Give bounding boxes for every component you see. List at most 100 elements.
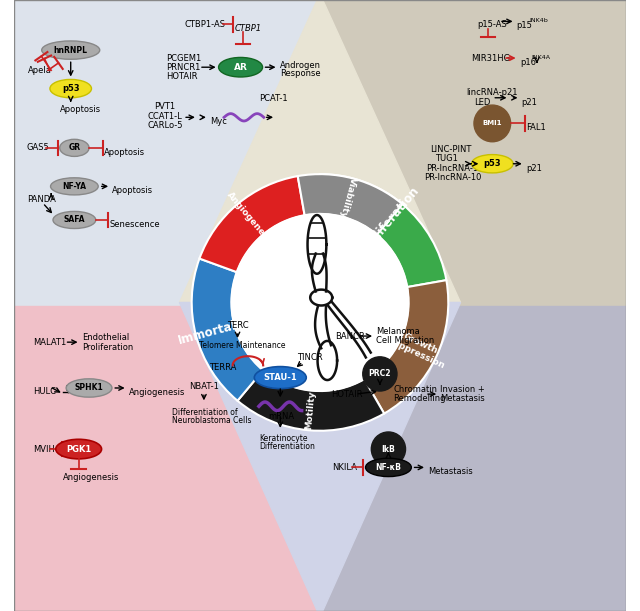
Polygon shape [179,0,461,302]
Text: p15: p15 [516,21,532,30]
Ellipse shape [50,79,92,98]
Text: HOTAIR: HOTAIR [331,390,362,398]
Text: PVT1: PVT1 [154,103,175,111]
Text: GAS5: GAS5 [27,144,49,152]
Text: NF-κB: NF-κB [376,463,401,472]
Ellipse shape [42,41,100,59]
Circle shape [371,432,406,466]
Text: PR-lncRNA-1: PR-lncRNA-1 [426,164,478,172]
Text: Angiogenesis: Angiogenesis [225,191,276,248]
Text: Growth
Suppression: Growth Suppression [386,326,451,370]
Text: AR: AR [234,63,248,71]
Text: TERRA: TERRA [209,364,236,372]
Text: p21: p21 [522,98,538,106]
Text: Metastasis: Metastasis [440,394,485,403]
Text: Apoptosis: Apoptosis [60,106,102,114]
Bar [320,306,625,611]
Text: Angiogenesis: Angiogenesis [63,474,120,482]
Bar [15,0,320,306]
Text: MIR31HG: MIR31HG [472,54,511,62]
Text: STAU-1: STAU-1 [264,373,297,382]
Text: PCAT-1: PCAT-1 [259,95,287,103]
Wedge shape [237,370,384,431]
Text: Differentiation: Differentiation [259,442,315,450]
Text: NBAT-1: NBAT-1 [189,382,218,390]
Text: GR: GR [68,144,81,152]
Text: Angiogenesis: Angiogenesis [129,388,185,397]
Text: SAFA: SAFA [63,216,85,224]
Text: Telomere Maintenance: Telomere Maintenance [199,341,285,349]
Text: CARLo-5: CARLo-5 [148,121,183,130]
Polygon shape [179,302,461,611]
Ellipse shape [60,139,89,156]
Bar [320,0,625,306]
Text: p21: p21 [526,164,542,172]
Text: Proliferation: Proliferation [82,343,133,351]
Text: Immortality: Immortality [176,314,254,347]
Text: Myc: Myc [210,117,227,126]
Text: p15-AS: p15-AS [477,20,508,29]
Text: Endothelial: Endothelial [82,334,129,342]
Polygon shape [310,290,332,306]
Bar [15,306,320,611]
Ellipse shape [66,379,112,397]
Text: mRNA: mRNA [268,412,294,421]
Text: MVIH: MVIH [33,445,54,453]
Text: Apela: Apela [28,66,52,75]
Text: HULC: HULC [33,387,56,395]
Text: PRC2: PRC2 [369,370,391,378]
Text: Keratinocyte: Keratinocyte [259,434,307,442]
Ellipse shape [472,155,513,173]
Text: hnRNPL: hnRNPL [54,46,88,54]
Text: lincRNA-p21: lincRNA-p21 [467,89,518,97]
Text: Cell Migration: Cell Migration [376,336,435,345]
Wedge shape [298,174,403,235]
Ellipse shape [219,57,262,77]
Text: INK4b: INK4b [529,18,548,23]
Ellipse shape [53,211,96,229]
Text: TERC: TERC [227,321,249,329]
Ellipse shape [365,458,412,477]
Wedge shape [364,280,448,414]
Ellipse shape [56,439,102,459]
Wedge shape [200,176,305,272]
Circle shape [363,357,397,391]
Text: CCAT1-L: CCAT1-L [148,112,182,120]
Text: Differentiation of: Differentiation of [172,408,238,417]
Text: PGK1: PGK1 [66,445,92,453]
Text: BANCR: BANCR [335,332,365,340]
Text: LINC-PINT: LINC-PINT [430,145,471,154]
Text: IkB: IkB [381,445,396,453]
Text: CTBP1-AS: CTBP1-AS [184,20,225,29]
Text: NF-YA: NF-YA [62,182,86,191]
Text: BMI1: BMI1 [483,120,502,126]
Text: TUG1: TUG1 [435,155,458,163]
Text: Metastasis: Metastasis [428,467,473,476]
Wedge shape [192,258,263,401]
Text: Chromatin: Chromatin [394,386,437,394]
Text: Apoptosis: Apoptosis [112,186,154,195]
Text: SPHK1: SPHK1 [75,384,104,392]
Text: Melanoma: Melanoma [376,327,420,336]
Polygon shape [308,215,326,274]
Ellipse shape [254,367,307,389]
Text: CTBP1: CTBP1 [234,24,262,33]
Text: Viability: Viability [339,176,358,219]
Text: Remodelling: Remodelling [394,394,446,403]
Text: Androgen: Androgen [280,61,321,70]
Wedge shape [320,174,446,287]
Text: INK4A: INK4A [531,55,550,60]
Text: HOTAIR: HOTAIR [166,72,198,81]
Text: Apoptosis: Apoptosis [104,148,145,156]
Text: p53: p53 [62,84,79,93]
Ellipse shape [51,178,98,195]
Text: Proliferation: Proliferation [358,183,422,255]
Text: Motility: Motility [305,390,317,430]
Text: TINCR: TINCR [297,353,323,362]
Text: FAL1: FAL1 [526,123,546,132]
Text: Response: Response [280,69,320,78]
Text: PRNCR1: PRNCR1 [166,63,200,71]
Text: Neuroblastoma Cells: Neuroblastoma Cells [172,416,252,425]
Text: PCGEM1: PCGEM1 [166,54,201,62]
Circle shape [474,105,511,142]
